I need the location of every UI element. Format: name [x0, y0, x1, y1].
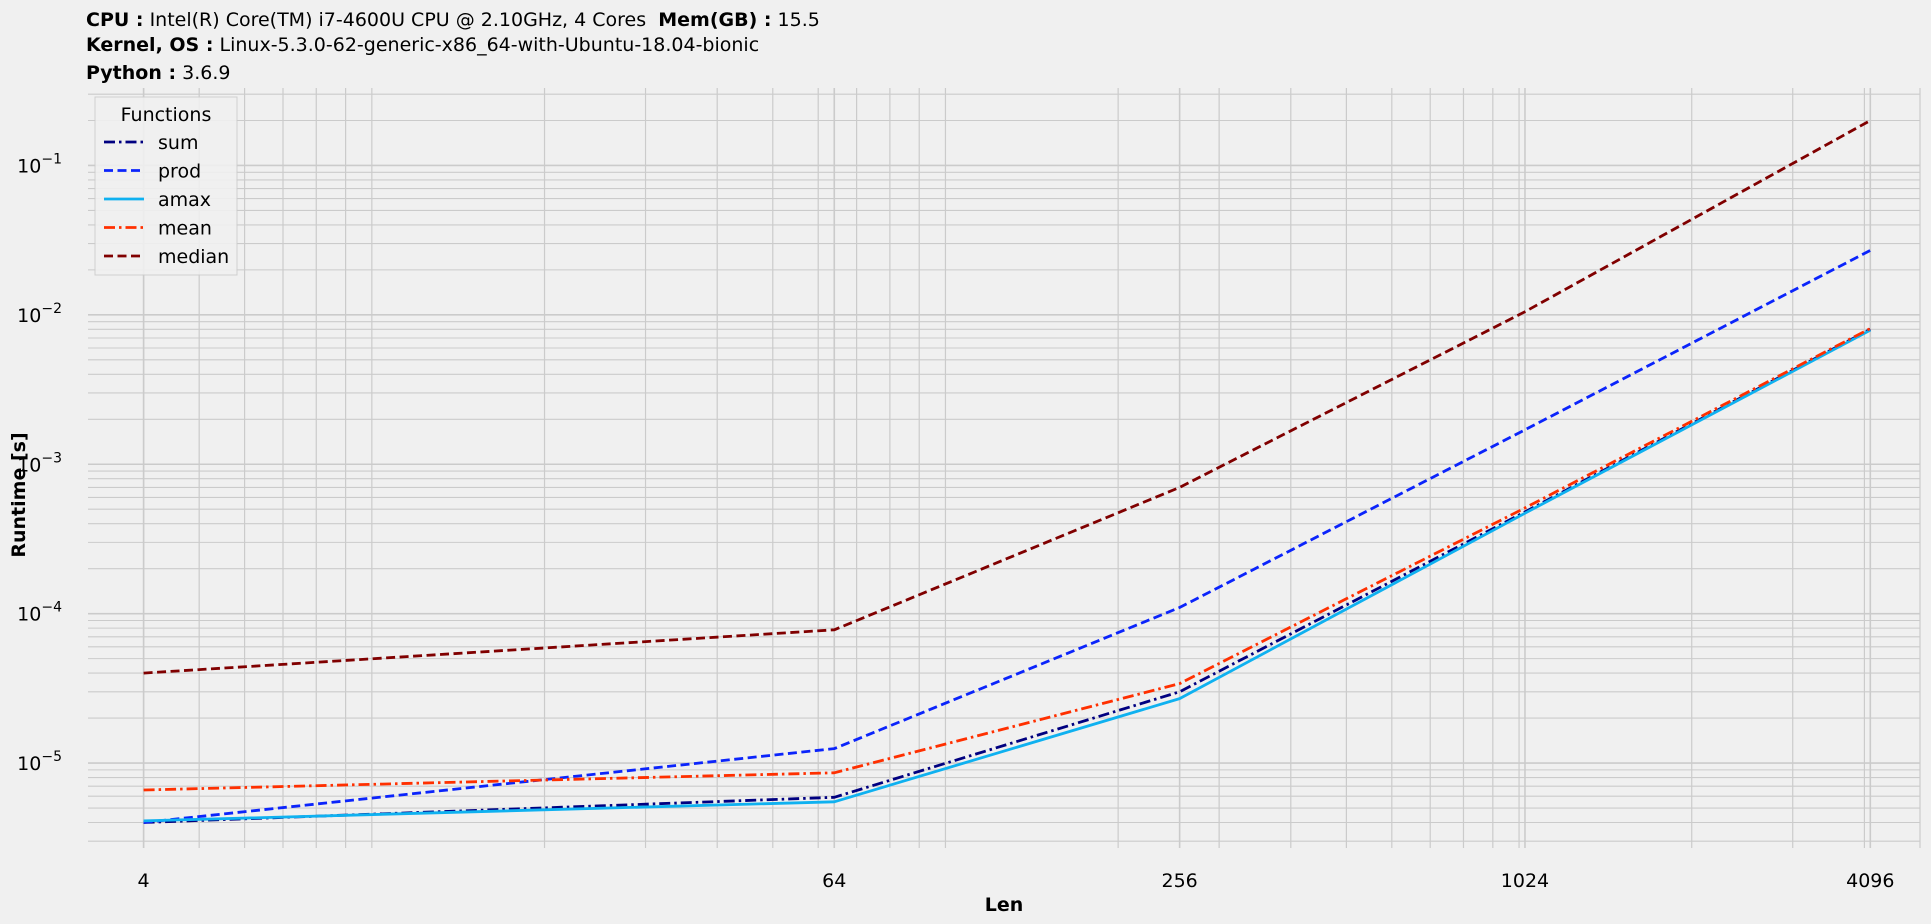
series-line-prod [143, 249, 1871, 824]
kernel-label: Kernel, OS : [86, 34, 214, 56]
x-tick-label: 4096 [1846, 870, 1894, 892]
legend-title: Functions [121, 104, 212, 126]
mem-label: Mem(GB) : [658, 9, 772, 31]
y-tick-label: 10−2 [17, 301, 62, 327]
header-kernel-line: Kernel, OS : Linux-5.3.0-62-generic-x86_… [86, 33, 759, 57]
x-tick-label: 4 [138, 870, 150, 892]
x-tick-label: 1024 [1501, 870, 1549, 892]
series-line-median [143, 119, 1871, 675]
grid [88, 88, 1921, 848]
y-tick-label: 10−5 [17, 749, 62, 775]
tick-labels: 4 64 256 1024 4096 10−5 10−4 10−3 10−2 10−1 [17, 151, 1894, 892]
python-value: 3.6.9 [182, 62, 231, 84]
series-line-mean [143, 327, 1871, 792]
header-python-line: Python : 3.6.9 [86, 61, 230, 85]
legend: Functions sum prod amax mean median [94, 96, 238, 276]
y-axis-label: Runtime [s] [8, 432, 30, 557]
y-tick-label: 10−3 [17, 450, 62, 476]
legend-label-mean: mean [158, 218, 212, 240]
legend-label-sum: sum [158, 132, 198, 154]
series-line-sum [143, 328, 1871, 824]
cpu-value: Intel(R) Core(TM) i7-4600U CPU @ 2.10GHz… [149, 9, 647, 31]
y-tick-label: 10−4 [17, 600, 62, 626]
legend-label-median: median [158, 246, 229, 268]
legend-label-prod: prod [158, 161, 201, 183]
x-axis-label: Len [985, 894, 1024, 916]
python-label: Python : [86, 62, 177, 84]
y-tick-label: 10−1 [17, 151, 62, 177]
x-tick-label: 64 [822, 870, 846, 892]
x-tick-label: 256 [1161, 870, 1197, 892]
kernel-value: Linux-5.3.0-62-generic-x86_64-with-Ubunt… [219, 34, 760, 56]
cpu-label: CPU : [86, 9, 144, 31]
header-cpu-line: CPU : Intel(R) Core(TM) i7-4600U CPU @ 2… [86, 8, 820, 32]
legend-label-amax: amax [158, 189, 211, 211]
series-line-amax [143, 328, 1871, 823]
legend-box [94, 96, 238, 276]
mem-value: 15.5 [777, 9, 820, 31]
series-lines [143, 119, 1871, 824]
legend-items: sum prod amax mean median [104, 132, 229, 268]
